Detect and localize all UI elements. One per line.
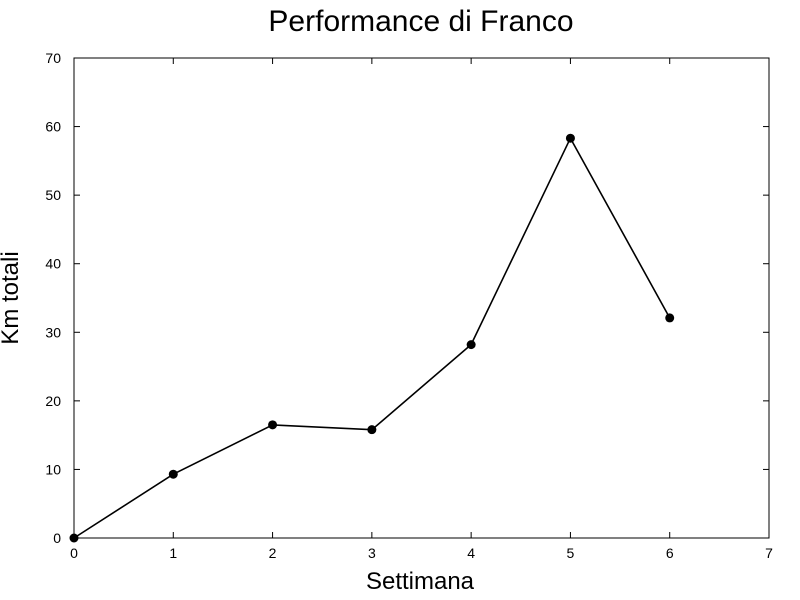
y-tick-label: 70: [45, 50, 61, 66]
x-axis-title: Settimana: [366, 568, 475, 595]
data-point: [367, 425, 377, 435]
y-tick-label: 0: [53, 530, 61, 546]
y-tick-label: 20: [45, 393, 61, 409]
x-tick-label: 1: [169, 545, 177, 561]
y-tick-label: 40: [45, 256, 61, 272]
x-tick-label: 0: [70, 545, 78, 561]
x-tick-label: 6: [666, 545, 674, 561]
data-point: [665, 313, 675, 323]
data-point: [268, 420, 278, 430]
x-tick-label: 7: [765, 545, 773, 561]
x-tick-label: 5: [567, 545, 575, 561]
series-line: [73, 136, 671, 539]
y-tick-label: 30: [45, 324, 61, 340]
plot-area-frame: [73, 57, 770, 539]
y-axis-title: Km totali: [0, 251, 24, 344]
series-layer: [69, 133, 675, 543]
x-tick-label: 4: [467, 545, 475, 561]
data-point: [168, 469, 178, 479]
data-point: [565, 133, 575, 143]
y-tick-label: 10: [45, 461, 61, 477]
x-tick-label: 2: [269, 545, 277, 561]
y-tick-label: 50: [45, 187, 61, 203]
chart-title: Performance di Franco: [268, 5, 573, 38]
data-point: [466, 340, 476, 350]
x-tick-label: 3: [368, 545, 376, 561]
y-tick-label: 60: [45, 119, 61, 135]
data-point: [69, 533, 79, 543]
